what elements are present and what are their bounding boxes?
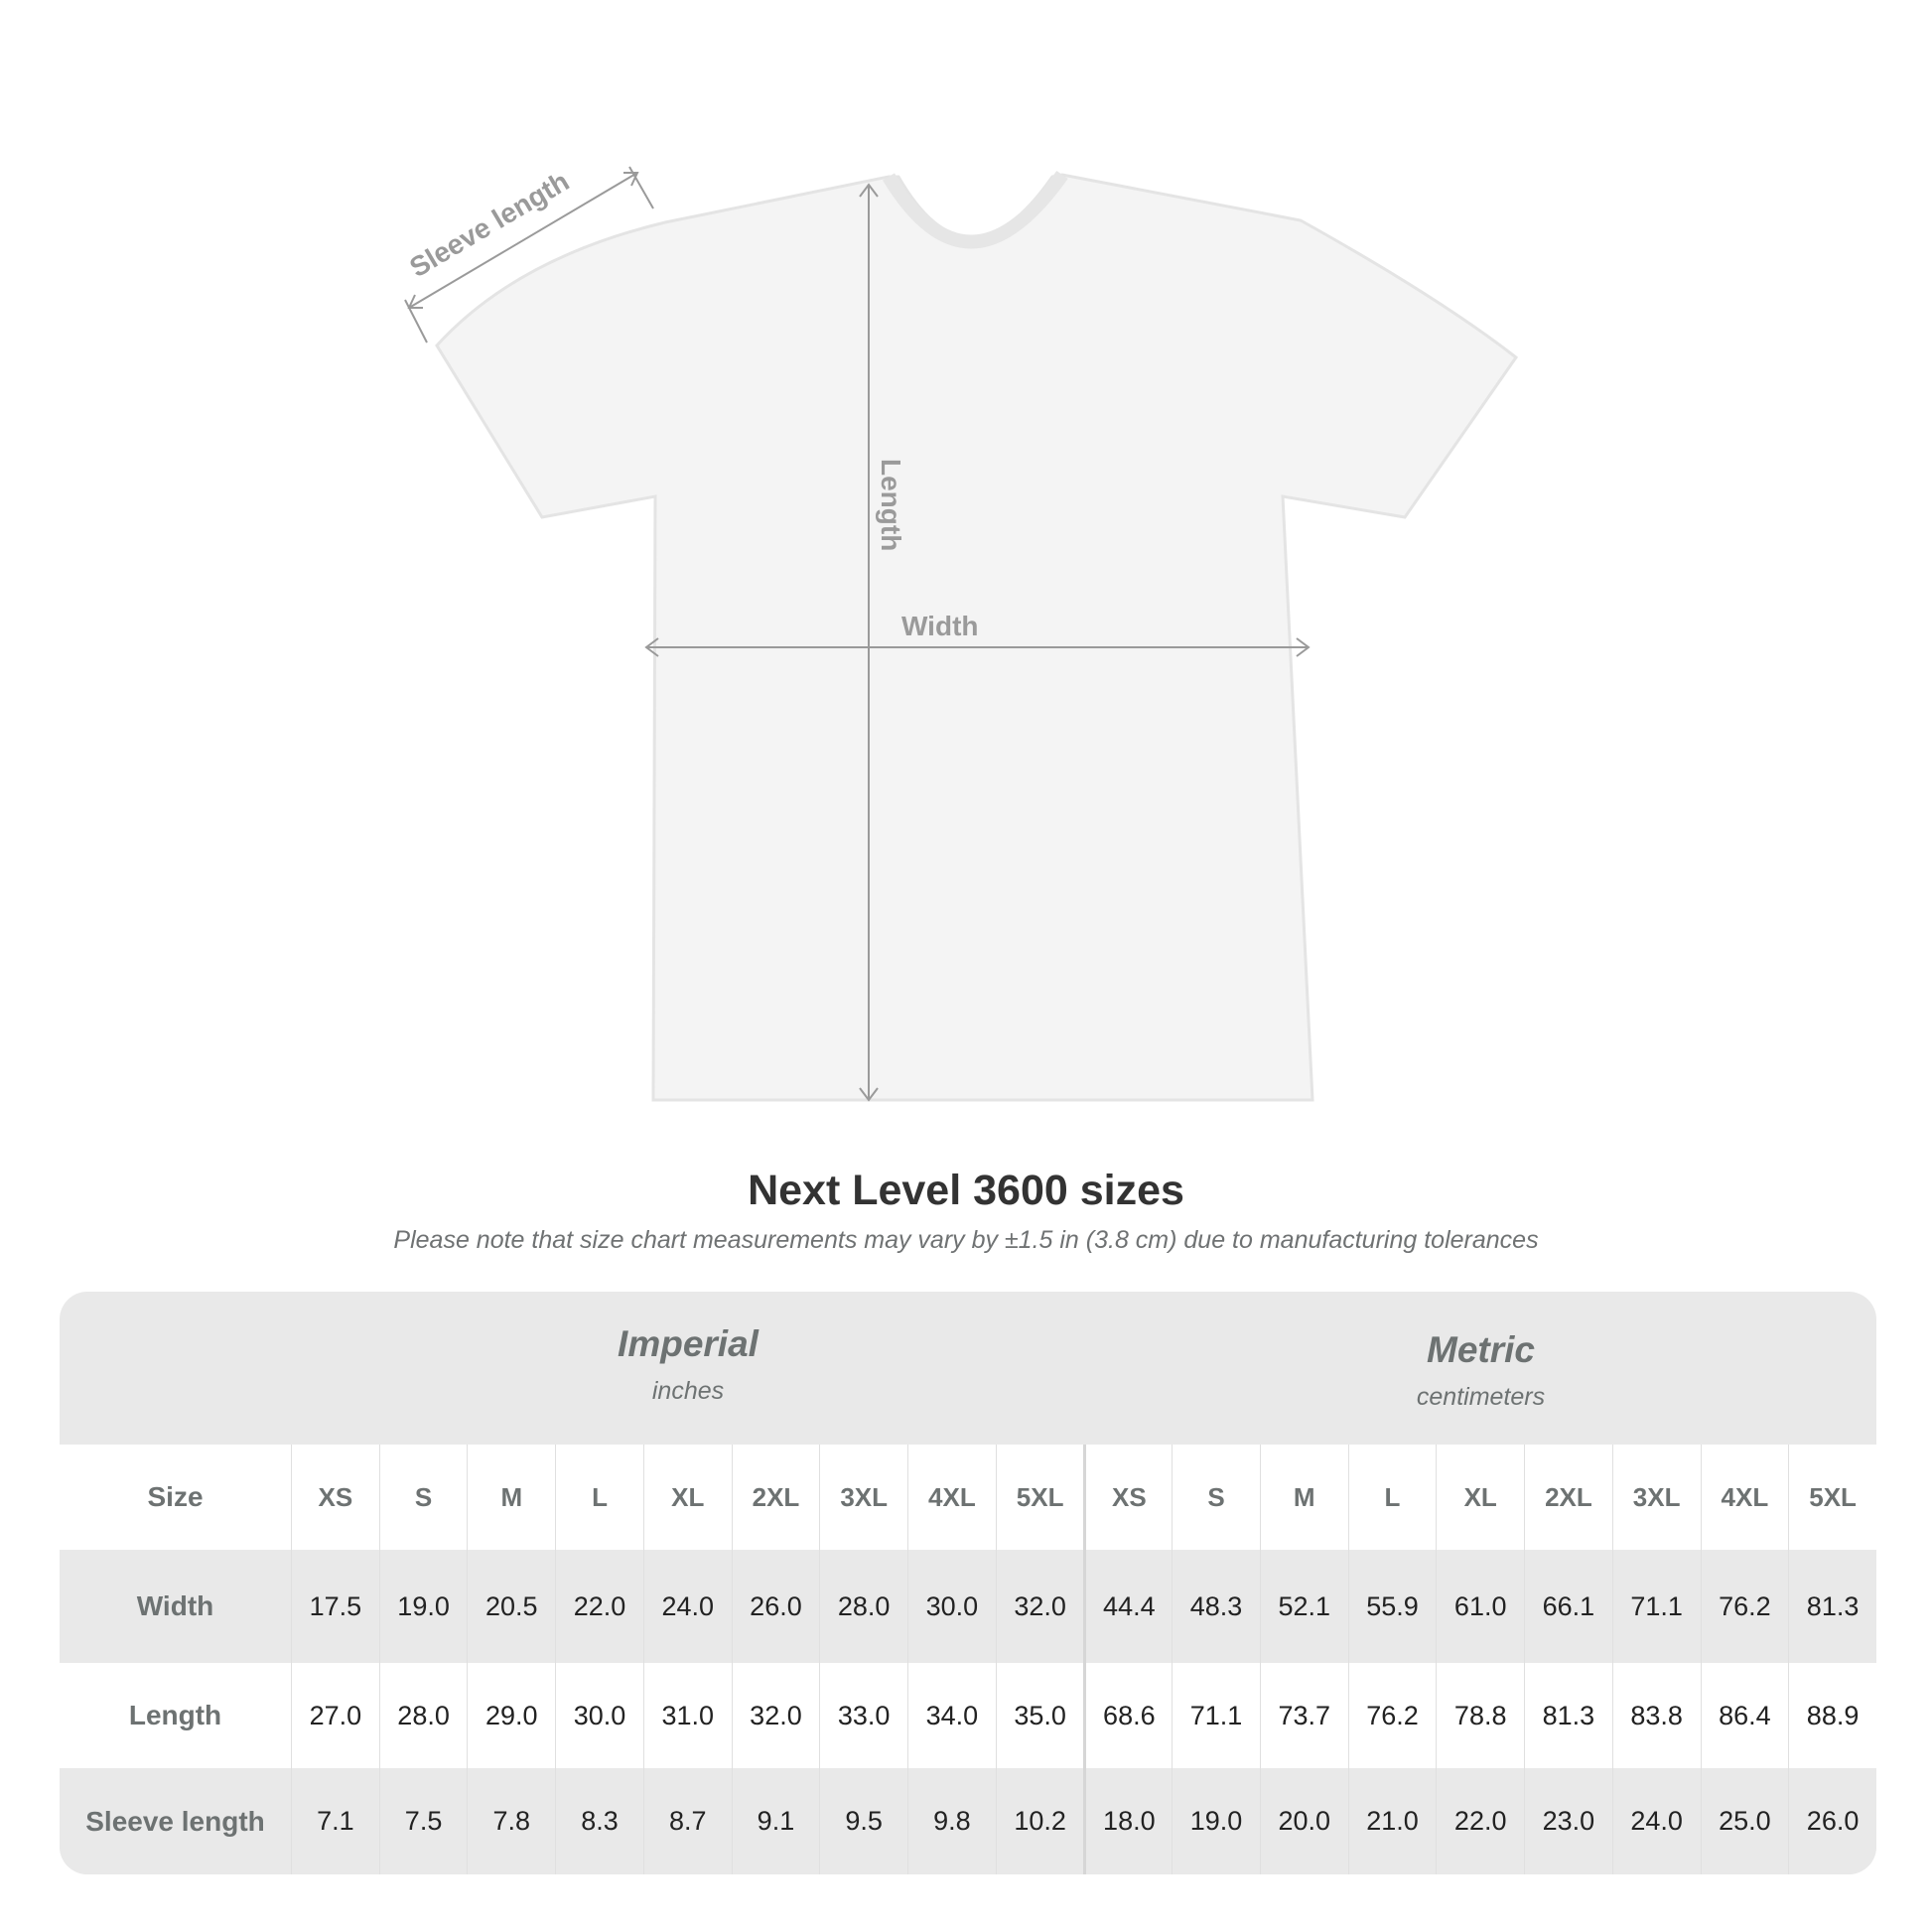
metric-title: Metric [1427,1329,1535,1370]
metric-size-header: 5XL [1788,1445,1876,1550]
imperial-value-cell: 35.0 [995,1663,1084,1768]
table-row: Length 27.0 28.0 29.0 30.0 31.0 32.0 33.0 34.0 35… [60,1663,1876,1768]
imperial-value-cell: 9.5 [819,1768,907,1874]
metric-value-cell: 81.3 [1524,1663,1612,1768]
metric-unit: centimeters [1416,1383,1546,1411]
imperial-value-cell: 29.0 [467,1663,555,1768]
imperial-size-header: 5XL [995,1445,1084,1550]
metric-value-cell: 81.3 [1788,1550,1876,1663]
metric-value-cell: 48.3 [1172,1550,1260,1663]
size-row: Size XS S M L XL 2XL 3XL 4XL 5XL XS S M L XL 2XL 3XL 4XL… [60,1445,1876,1550]
metric-value-cell: 23.0 [1524,1768,1612,1874]
size-label: Size [147,1481,204,1512]
table-row: Width 17.5 19.0 20.5 22.0 24.0 26.0 28.0 30.0 32.… [60,1550,1876,1663]
imperial-value-cell: 32.0 [995,1550,1084,1663]
imperial-size-header: 2XL [731,1445,820,1550]
metric-value-cell: 52.1 [1259,1550,1348,1663]
table-row: Sleeve length 7.1 7.5 7.8 8.3 8.7 9.1 9.5 9.8 10.… [60,1768,1876,1874]
metric-value-cell: 68.6 [1083,1663,1172,1768]
imperial-value-cell: 10.2 [995,1768,1084,1874]
metric-value-cell: 26.0 [1788,1768,1876,1874]
imperial-value-cell: 30.0 [907,1550,996,1663]
metric-value-cell: 24.0 [1611,1768,1701,1874]
metric-header: Metric centimeters [1085,1292,1876,1482]
imperial-value-cell: 34.0 [907,1663,996,1768]
imperial-size-header: L [555,1445,643,1550]
metric-value-cell: 78.8 [1436,1663,1524,1768]
imperial-value-cell: 8.3 [555,1768,643,1874]
metric-value-cell: 21.0 [1347,1768,1437,1874]
imperial-value-cell: 9.8 [907,1768,996,1874]
metric-size-header: XS [1083,1445,1172,1550]
imperial-value-cell: 27.0 [291,1663,379,1768]
metric-size-header: L [1347,1445,1437,1550]
imperial-value-cell: 17.5 [291,1550,379,1663]
metric-value-cell: 76.2 [1347,1663,1437,1768]
metric-size-header: 2XL [1524,1445,1612,1550]
imperial-value-cell: 19.0 [378,1550,468,1663]
imperial-unit: inches [651,1377,725,1405]
tshirt-diagram: Sleeve length Length Width [404,166,1519,1102]
imperial-size-header: XS [291,1445,379,1550]
imperial-value-cell: 28.0 [819,1550,907,1663]
metric-value-cell: 76.2 [1700,1550,1789,1663]
imperial-value-cell: 28.0 [378,1663,468,1768]
imperial-value-cell: 31.0 [642,1663,732,1768]
metric-value-cell: 18.0 [1083,1768,1172,1874]
page-title: Next Level 3600 sizes [748,1167,1184,1214]
metric-size-header: S [1172,1445,1260,1550]
imperial-value-cell: 20.5 [467,1550,555,1663]
metric-size-header: 3XL [1611,1445,1701,1550]
length-label: Length [876,459,906,551]
metric-value-cell: 71.1 [1172,1663,1260,1768]
metric-value-cell: 22.0 [1436,1768,1524,1874]
metric-value-cell: 88.9 [1788,1663,1876,1768]
imperial-header: Imperial inches [291,1292,1085,1476]
imperial-size-header: S [378,1445,468,1550]
imperial-size-header: 4XL [907,1445,996,1550]
metric-size-header: 4XL [1700,1445,1789,1550]
metric-value-cell: 86.4 [1700,1663,1789,1768]
imperial-value-cell: 22.0 [555,1550,643,1663]
metric-value-cell: 55.9 [1347,1550,1437,1663]
metric-value-cell: 20.0 [1259,1768,1348,1874]
width-label: Width [901,611,979,641]
row-label: Width [136,1590,214,1621]
collar [883,170,1068,249]
imperial-value-cell: 24.0 [642,1550,732,1663]
imperial-value-cell: 8.7 [642,1768,732,1874]
imperial-value-cell: 7.5 [378,1768,468,1874]
metric-value-cell: 25.0 [1700,1768,1789,1874]
metric-value-cell: 44.4 [1083,1550,1172,1663]
imperial-value-cell: 7.8 [467,1768,555,1874]
imperial-value-cell: 7.1 [291,1768,379,1874]
imperial-value-cell: 33.0 [819,1663,907,1768]
imperial-size-header: 3XL [819,1445,907,1550]
metric-size-header: M [1259,1445,1348,1550]
imperial-value-cell: 32.0 [731,1663,820,1768]
metric-value-cell: 61.0 [1436,1550,1524,1663]
metric-value-cell: 19.0 [1172,1768,1260,1874]
row-label: Sleeve length [85,1805,265,1837]
sleeve-arrow [408,172,638,309]
imperial-value-cell: 30.0 [555,1663,643,1768]
metric-value-cell: 71.1 [1611,1550,1701,1663]
imperial-size-header: M [467,1445,555,1550]
size-table: Imperial inches Metric centimeters Size … [60,1292,1876,1874]
tolerance-note: Please note that size chart measurements… [393,1226,1539,1254]
metric-value-cell: 83.8 [1611,1663,1701,1768]
imperial-value-cell: 26.0 [731,1550,820,1663]
metric-value-cell: 73.7 [1259,1663,1348,1768]
row-label: Length [128,1700,222,1730]
metric-size-header: XL [1436,1445,1524,1550]
imperial-value-cell: 9.1 [731,1768,820,1874]
metric-value-cell: 66.1 [1524,1550,1612,1663]
imperial-title: Imperial [618,1323,759,1364]
imperial-size-header: XL [642,1445,732,1550]
